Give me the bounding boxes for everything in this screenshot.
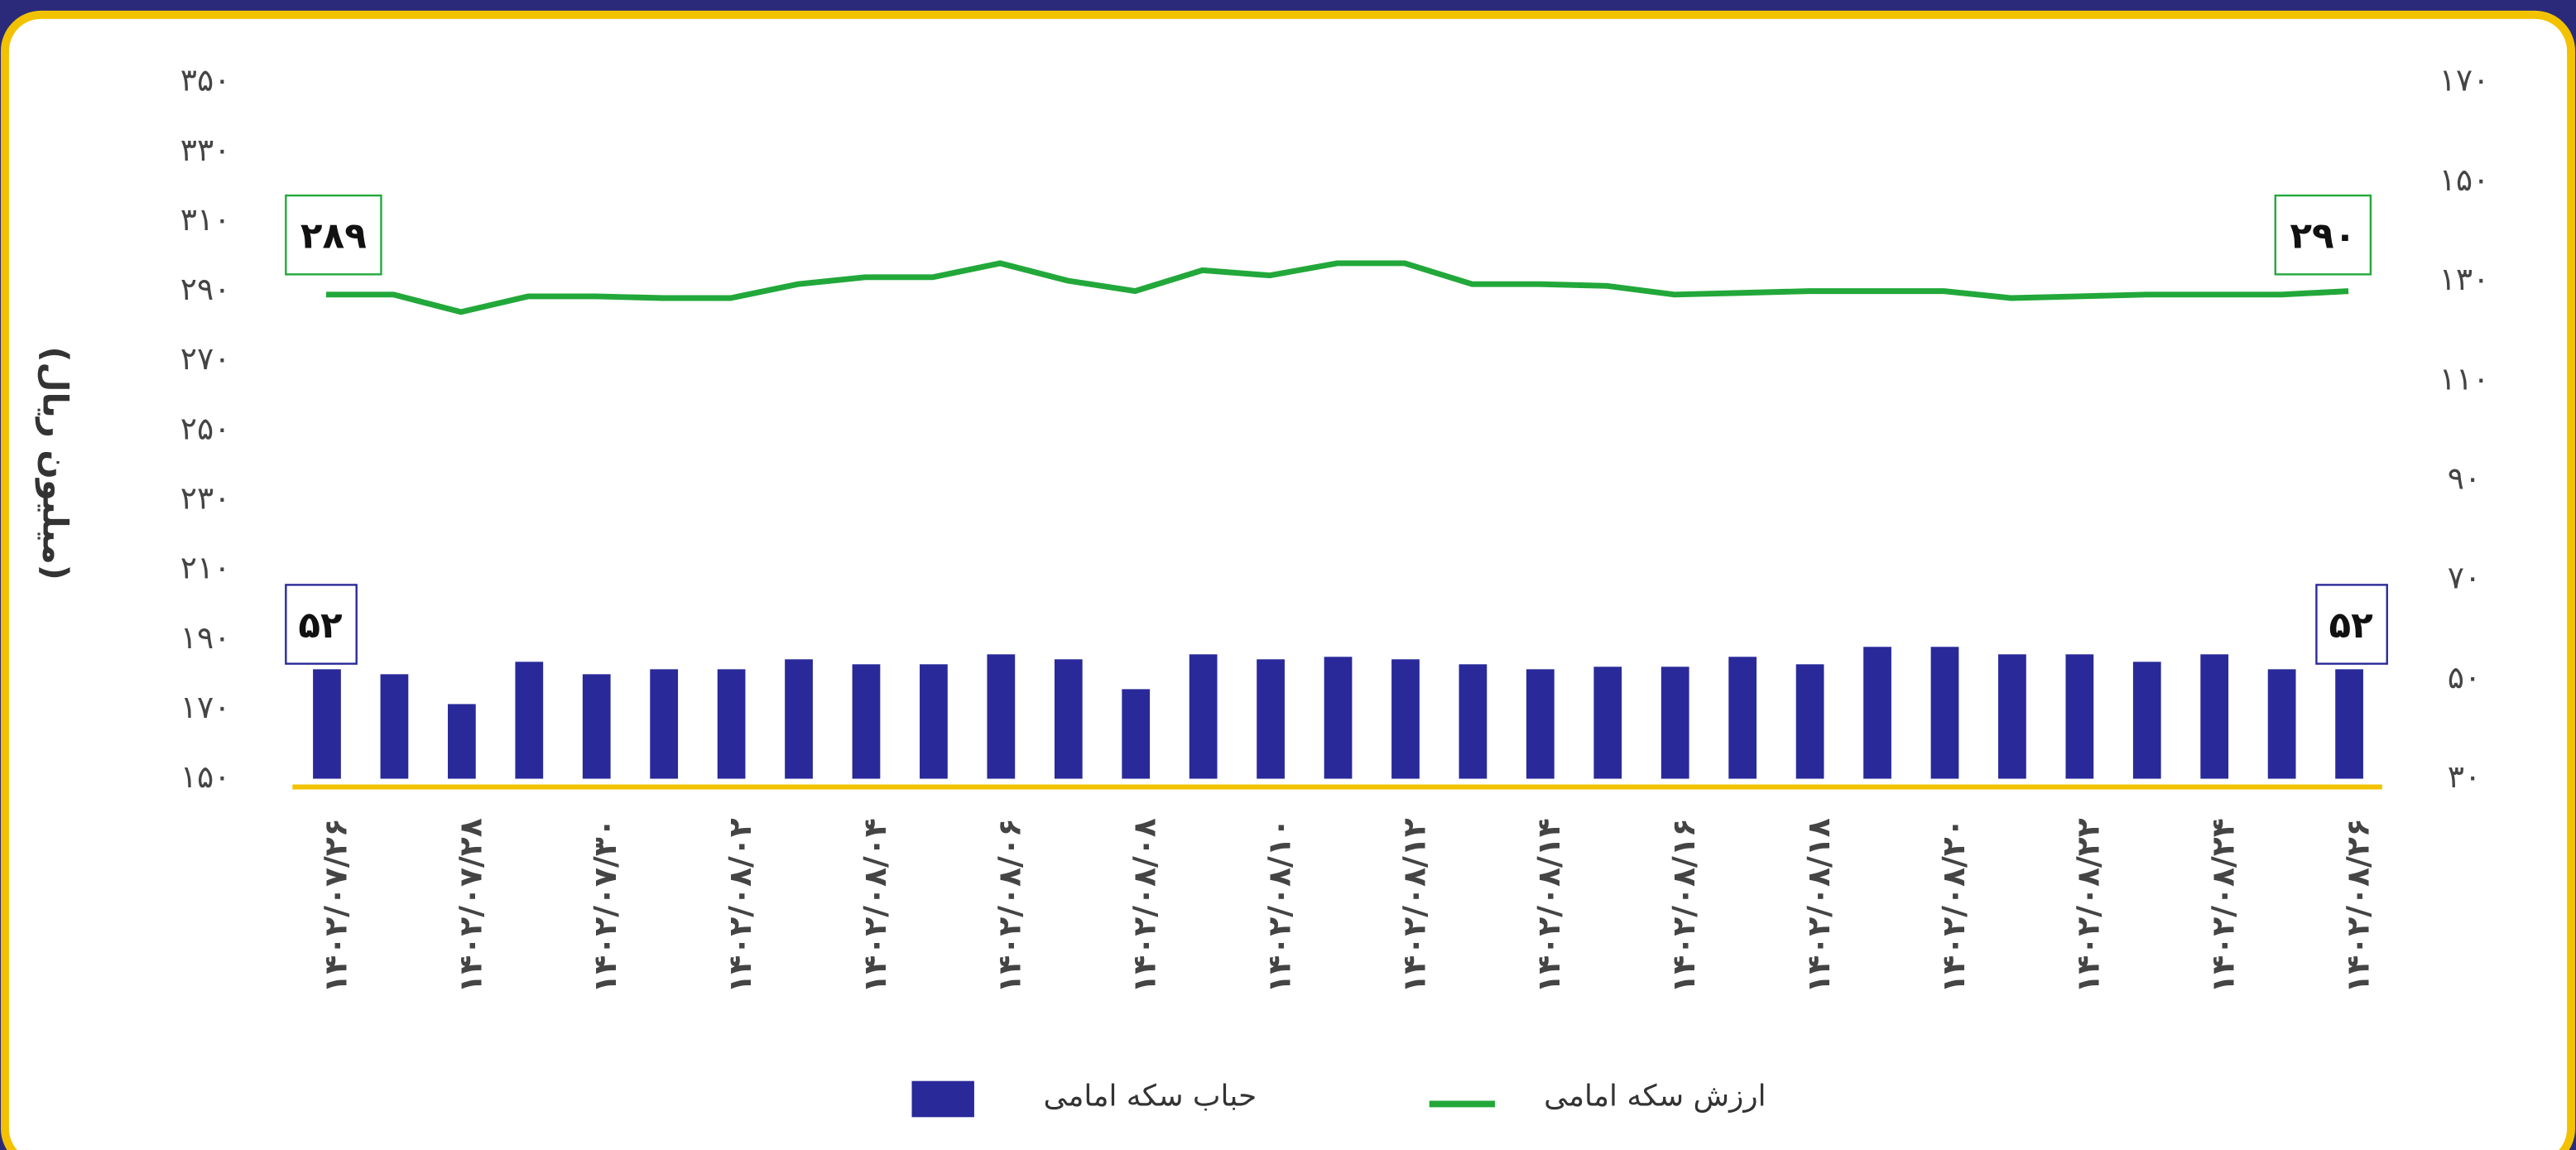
legend-label: ارزش سکه امامی	[1544, 1080, 1766, 1114]
legend-swatch	[911, 1080, 974, 1118]
value-label-box	[2315, 584, 2388, 665]
x-tick-label: ۱۴۰۲/۰۸/۱۴	[1531, 818, 1567, 994]
bar	[1324, 657, 1353, 779]
y2-tick-label: ۱۵۰	[2439, 161, 2490, 198]
x-tick-label: ۱۴۰۲/۰۸/۱۲	[1396, 818, 1432, 994]
bar	[717, 669, 746, 779]
bar	[1930, 647, 1959, 779]
y2-tick-label: ۷۰	[2448, 560, 2482, 596]
x-tick-label: ۱۴۰۲/۰۸/۲۶	[2339, 818, 2376, 994]
bar	[2267, 669, 2296, 779]
bar	[1728, 657, 1757, 779]
y-tick-label: ۲۵۰	[180, 410, 231, 446]
bar	[2335, 669, 2363, 779]
y-tick-label: ۱۷۰	[180, 689, 231, 725]
x-tick-label: ۱۴۰۲/۰۷/۲۸	[452, 818, 488, 994]
x-tick-label: ۱۴۰۲/۰۷/۲۶	[317, 818, 353, 994]
bar	[785, 659, 813, 779]
x-tick-label: ۱۴۰۲/۰۸/۰۲	[722, 818, 758, 994]
bar	[1054, 659, 1083, 779]
x-tick-label: ۱۴۰۲/۰۸/۰۶	[992, 818, 1028, 994]
bar	[650, 669, 679, 779]
y2-tick-label: ۱۳۰	[2439, 261, 2490, 297]
bar	[1998, 654, 2026, 779]
value-label: ۲۹۰	[2290, 215, 2356, 257]
bar	[1863, 647, 1891, 779]
x-tick-label: ۱۴۰۲/۰۸/۱۸	[1800, 818, 1837, 994]
x-tick-label: ۱۴۰۲/۰۸/۱۶	[1665, 818, 1702, 994]
y-tick-label: ۱۵۰	[180, 758, 231, 795]
y2-tick-label: ۳۰	[2448, 758, 2482, 795]
bar	[1660, 666, 1689, 779]
bar	[515, 662, 544, 779]
bar	[1526, 669, 1555, 779]
y2-tick-label: ۹۰	[2448, 460, 2482, 496]
line	[325, 260, 2349, 315]
y2-tick-label: ۵۰	[2448, 659, 2482, 695]
y-tick-label: ۲۹۰	[180, 271, 231, 307]
y-tick-label: ۳۱۰	[180, 201, 231, 238]
bar	[1189, 654, 1218, 779]
bar	[2065, 654, 2094, 779]
value-label-box	[2274, 194, 2372, 276]
bar	[1257, 659, 1285, 779]
value-label: ۲۸۹	[300, 215, 367, 257]
bar	[2132, 662, 2161, 779]
value-label: ۵۲	[298, 604, 343, 647]
y-tick-label: ۲۳۰	[180, 480, 231, 517]
bar	[920, 664, 948, 779]
y-tick-label: ۱۹۰	[180, 619, 231, 656]
x-tick-label: ۱۴۰۲/۰۸/۲۲	[2070, 818, 2107, 994]
x-tick-label: ۱۴۰۲/۰۸/۰۸	[1127, 818, 1163, 994]
y2-tick-label: ۱۷۰	[2439, 62, 2490, 99]
bar	[1391, 659, 1420, 779]
x-tick-label: ۱۴۰۲/۰۸/۲۴	[2205, 818, 2242, 994]
bar	[2200, 654, 2229, 779]
bar	[1593, 666, 1622, 779]
bar	[1459, 664, 1487, 779]
y-tick-label: ۲۱۰	[180, 550, 231, 586]
legend-label: حباب سکه امامی	[1044, 1080, 1257, 1114]
bar	[582, 674, 611, 779]
x-tick-label: ۱۴۰۲/۰۸/۰۴	[857, 818, 893, 994]
x-tick-label: ۱۴۰۲/۰۸/۱۰	[1261, 818, 1297, 994]
y-tick-label: ۲۷۰	[180, 340, 231, 377]
bar	[1122, 689, 1151, 779]
bar	[987, 654, 1016, 779]
value-label: ۵۲	[2328, 604, 2373, 647]
bar	[1795, 664, 1824, 779]
bar	[313, 669, 341, 779]
y2-tick-label: ۱۱۰	[2439, 360, 2490, 397]
y-axis-label: (میلیون ریال)	[35, 346, 76, 580]
x-tick-label: ۱۴۰۲/۰۸/۲۰	[1935, 818, 1972, 994]
x-tick-label: ۱۴۰۲/۰۷/۳۰	[587, 818, 623, 994]
value-label-box	[285, 584, 358, 665]
y-tick-label: ۳۳۰	[180, 132, 231, 168]
bar	[852, 664, 881, 779]
y-tick-label: ۳۵۰	[180, 62, 231, 99]
value-label-box	[285, 194, 382, 276]
bar	[447, 704, 476, 779]
bar	[380, 674, 409, 779]
